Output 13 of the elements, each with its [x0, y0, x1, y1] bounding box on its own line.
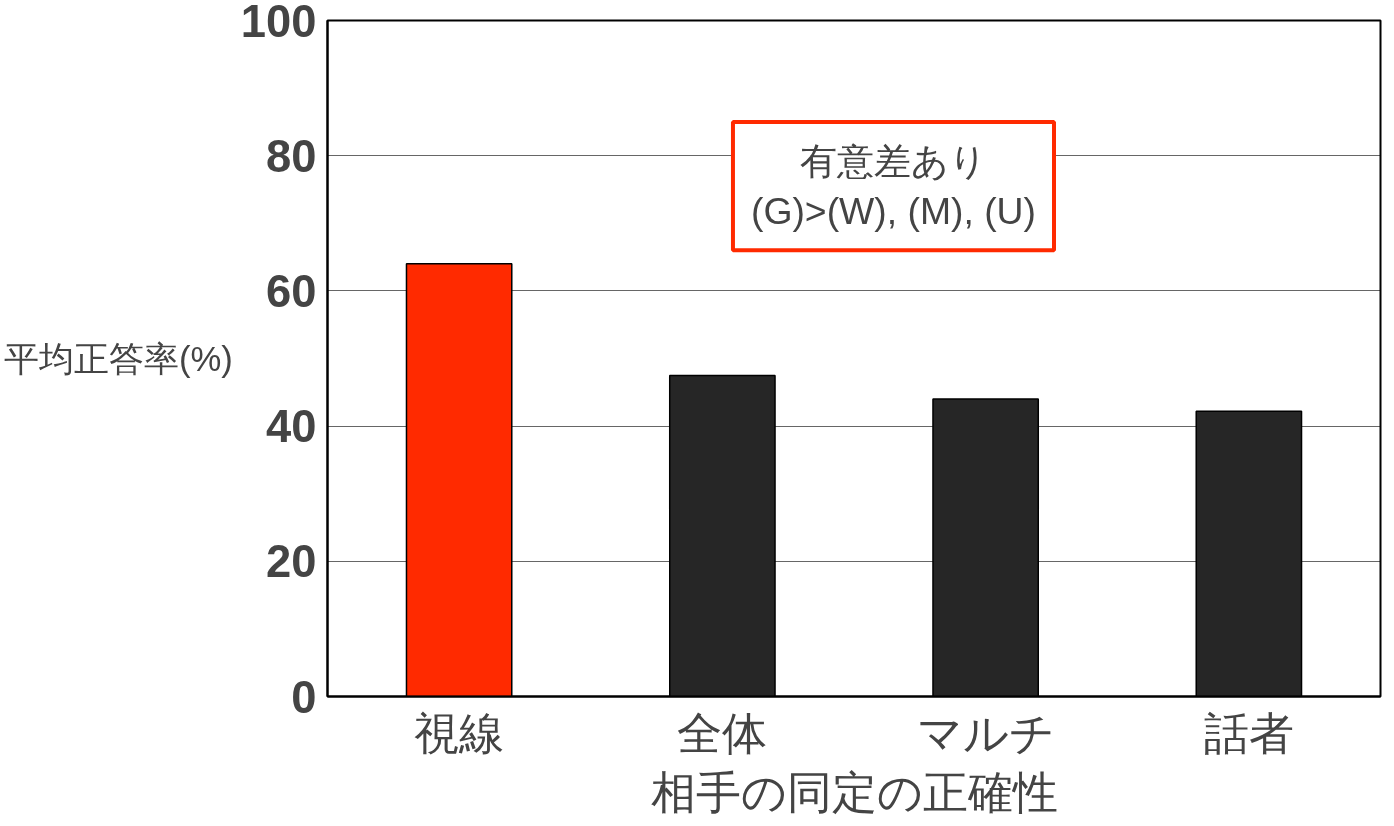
x-tick-label: 全体 [677, 707, 768, 759]
y-tick-label: 60 [266, 265, 317, 317]
y-tick-label: 80 [266, 130, 317, 182]
x-tick-label: マルチ [916, 707, 1055, 759]
y-tick-label: 40 [266, 401, 317, 453]
y-tick-label: 20 [266, 536, 317, 588]
x-tick-label: 視線 [414, 707, 505, 759]
y-axis-title: 平均正答率(%) [3, 339, 233, 378]
y-tick-label: 0 [291, 671, 317, 723]
annotation: 有意差あり (G)>(W), (M), (U) [750, 139, 1037, 233]
y-tick-label: 100 [240, 0, 317, 47]
x-axis-title: 相手の同定の正確性 [650, 766, 1058, 818]
x-tick-label: 話者 [1203, 707, 1294, 759]
